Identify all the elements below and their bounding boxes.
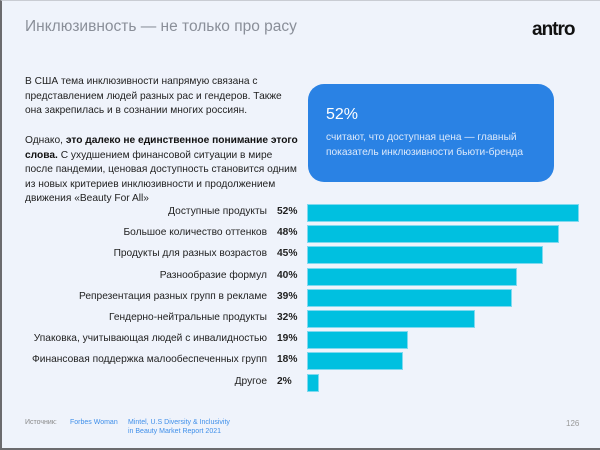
- bar: [308, 247, 542, 264]
- callout-card: 52% считают, что доступная цена — главны…: [308, 84, 554, 182]
- source-label: Источник:: [25, 419, 57, 426]
- source-mintel-line1: Mintel, U.S Diversity & Inclusivity: [128, 419, 230, 426]
- bar: [308, 205, 579, 221]
- bar: [308, 311, 475, 327]
- bar-row: Гендерно-нейтральные продукты 32%: [2, 311, 600, 327]
- bar-value-label: 32%: [277, 312, 298, 323]
- bar-label: Другое: [234, 375, 267, 387]
- bar-value-label: 45%: [277, 248, 298, 260]
- bar-value-label: 2%: [277, 375, 292, 387]
- second-paragraph: Однако, это далеко не единственное поним…: [25, 134, 300, 207]
- bar-value-label: 52%: [277, 206, 298, 217]
- bar-value-label: 40%: [277, 269, 298, 281]
- intro-paragraph: В США тема инклюзивности напрямую связан…: [25, 76, 282, 116]
- p2-pre: Однако,: [25, 135, 66, 146]
- bar-label: Финансовая поддержка малообеспеченных гр…: [32, 354, 267, 366]
- bar-value-label: 39%: [277, 290, 298, 302]
- bar: [308, 332, 407, 349]
- callout-value: 52%: [326, 106, 359, 123]
- p2-bold: это далеко не единственное понимание это…: [25, 135, 298, 161]
- bar-row: Другое 2%: [2, 374, 600, 391]
- bar: [308, 289, 511, 306]
- bar-value-label: 19%: [277, 333, 298, 345]
- source-forbes-link[interactable]: Forbes Woman: [70, 419, 118, 426]
- bar-row: Большое количество оттенков 48%: [2, 226, 600, 243]
- bar-row: Доступные продукты 52%: [2, 205, 600, 221]
- source-mintel-line2: in Beauty Market Report 2021: [128, 428, 221, 435]
- bar: [308, 353, 402, 370]
- bar-value-label: 48%: [277, 227, 298, 239]
- page-title: Инклюзивность — не только про расу: [25, 18, 297, 35]
- bar-label: Разнообразие формул: [159, 269, 267, 281]
- bar: [308, 374, 319, 391]
- page-number: 126: [566, 419, 580, 428]
- bar-label: Репрезентация разных групп в рекламе: [79, 290, 267, 302]
- bar: [308, 268, 516, 285]
- bar-row: Разнообразие формул 40%: [2, 268, 600, 285]
- bar: [308, 226, 558, 243]
- bar-row: Продукты для разных возрастов 45%: [2, 247, 600, 264]
- bar-row: Финансовая поддержка малообеспеченных гр…: [2, 353, 600, 370]
- source-mintel-link[interactable]: Mintel, U.S Diversity & Inclusivity in Be…: [128, 418, 230, 436]
- bar-label: Продукты для разных возрастов: [113, 248, 267, 260]
- bar-label: Гендерно-нейтральные продукты: [109, 312, 267, 323]
- bar-row: Репрезентация разных групп в рекламе 39%: [2, 289, 600, 306]
- bar-label: Доступные продукты: [168, 206, 267, 217]
- callout-text: считают, что доступная цена — главный по…: [326, 132, 524, 158]
- bar-value-label: 18%: [277, 354, 298, 366]
- bar-label: Упаковка, учитывающая людей с инвалиднос…: [33, 333, 267, 345]
- bar-label: Большое количество оттенков: [123, 227, 268, 239]
- bar-row: Упаковка, учитывающая людей с инвалиднос…: [2, 332, 600, 349]
- antro-logo: antro: [532, 19, 575, 40]
- p2-post: С ухудшением финансовой ситуации в мире …: [25, 149, 297, 205]
